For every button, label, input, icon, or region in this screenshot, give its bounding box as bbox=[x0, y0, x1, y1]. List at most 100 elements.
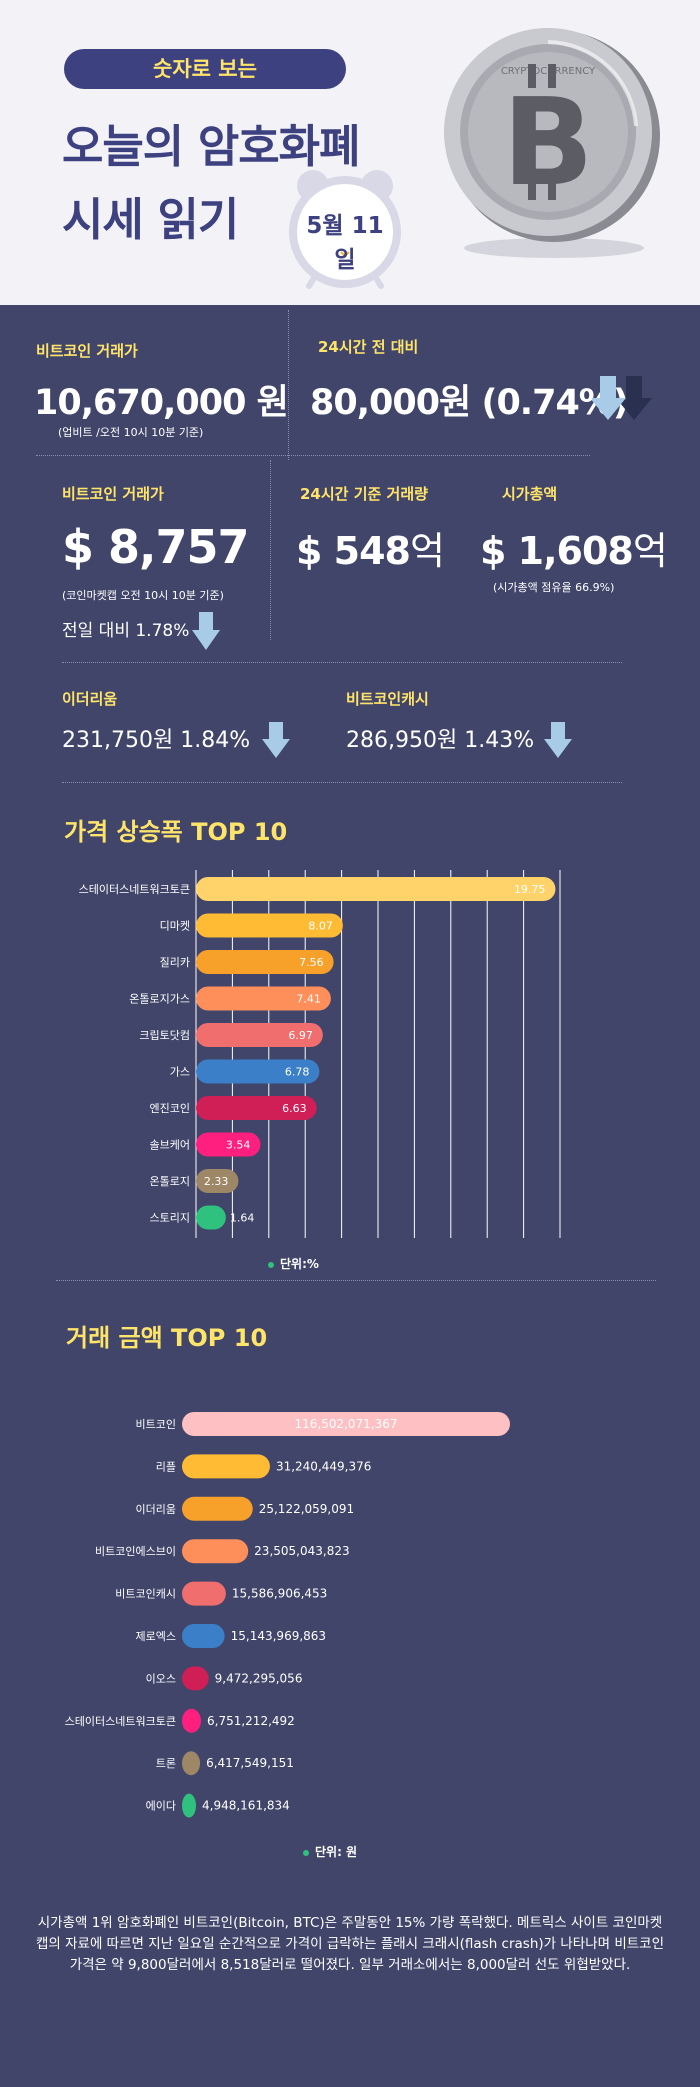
category-label: 리플 bbox=[156, 1460, 176, 1473]
bch-label: 비트코인캐시 bbox=[346, 690, 429, 708]
bar bbox=[182, 1751, 201, 1776]
category-label: 이오스 bbox=[146, 1672, 176, 1685]
value-label: 6,751,212,492 bbox=[207, 1714, 295, 1728]
bar bbox=[196, 950, 334, 974]
bar bbox=[196, 877, 556, 901]
market-cap-note: (시가총액 점유율 66.9%) bbox=[493, 581, 615, 594]
bar bbox=[182, 1624, 225, 1648]
btc-krw-label: 비트코인 거래가 bbox=[36, 342, 138, 360]
btc-krw-value: 10,670,000 원 bbox=[34, 383, 289, 423]
eth-label: 이더리움 bbox=[62, 690, 118, 708]
bar bbox=[182, 1708, 202, 1733]
value-label: 2.33 bbox=[204, 1175, 229, 1188]
chart-2-title: 거래 금액 TOP 10 bbox=[66, 1324, 268, 1352]
btc-usd-note: (코인마켓캡 오전 10시 10분 기준) bbox=[62, 589, 224, 602]
bar bbox=[196, 1096, 317, 1120]
value-label: 6,417,549,151 bbox=[206, 1756, 294, 1770]
value-label: 15,143,969,863 bbox=[231, 1629, 326, 1643]
category-label: 이더리움 bbox=[136, 1503, 176, 1516]
divider bbox=[270, 460, 271, 640]
change-24h-label: 24시간 전 대비 bbox=[318, 338, 419, 356]
headline-line-1: 오늘의 암호화폐 bbox=[62, 120, 360, 173]
headline-line-2: 시세 읽기 bbox=[62, 193, 239, 246]
category-label: 엔진코인 bbox=[150, 1102, 190, 1115]
category-label: 비트코인캐시 bbox=[115, 1588, 176, 1601]
value-label: 116,502,071,367 bbox=[294, 1417, 397, 1431]
alarm-clock-icon bbox=[289, 170, 401, 289]
market-cap-value: $ 1,608억 bbox=[480, 529, 668, 573]
divider bbox=[36, 455, 590, 456]
value-label: 6.78 bbox=[285, 1066, 310, 1079]
bitcoin-coin-icon: CRYPTOCURRENCY B bbox=[444, 28, 660, 258]
category-label: 디마켓 bbox=[160, 920, 190, 933]
volume-value: $ 548억 bbox=[296, 529, 445, 573]
category-label: 비트코인에스브이 bbox=[95, 1545, 176, 1558]
value-label: 19.75 bbox=[514, 883, 546, 896]
category-label: 가스 bbox=[170, 1066, 190, 1079]
volume-label: 24시간 기준 거래량 bbox=[300, 485, 428, 503]
trade-volume-chart: 비트코인 116,502,071,367 리플 31,240,449,376 이더리움 2… bbox=[65, 1412, 510, 1818]
bar bbox=[196, 1023, 323, 1047]
category-label: 비트코인 bbox=[136, 1418, 176, 1431]
bar bbox=[182, 1581, 226, 1606]
value-label: 31,240,449,376 bbox=[276, 1459, 371, 1473]
bar bbox=[196, 1169, 239, 1193]
bar bbox=[182, 1793, 196, 1818]
header-pill: 숫자로 보는 bbox=[64, 49, 346, 89]
legend-dot bbox=[303, 1849, 309, 1856]
bar bbox=[182, 1454, 270, 1479]
bar bbox=[196, 1205, 226, 1230]
value-label: 7.41 bbox=[296, 993, 321, 1006]
divider bbox=[56, 1280, 656, 1281]
divider bbox=[62, 662, 622, 663]
category-label: 온톨로지 bbox=[150, 1175, 190, 1188]
market-cap-label: 시가총액 bbox=[502, 485, 558, 503]
category-label: 스토리지 bbox=[150, 1212, 190, 1225]
eth-value: 231,750원 1.84% bbox=[62, 728, 251, 753]
footer-text: 시가총액 1위 암호화폐인 비트코인(Bitcoin, BTC)은 주말동안 1… bbox=[35, 1915, 665, 1973]
value-label: 23,505,043,823 bbox=[254, 1544, 349, 1558]
bar bbox=[182, 1496, 253, 1521]
category-label: 트론 bbox=[156, 1757, 176, 1770]
category-label: 질리카 bbox=[160, 956, 190, 969]
value-label: 25,122,059,091 bbox=[259, 1502, 354, 1516]
date-label: 5월 11일 bbox=[306, 213, 384, 273]
btc-usd-label: 비트코인 거래가 bbox=[62, 485, 164, 503]
bar bbox=[182, 1539, 249, 1564]
category-label: 스테이터스네트워크토큰 bbox=[65, 1715, 176, 1728]
value-label: 6.63 bbox=[282, 1102, 307, 1115]
down-arrow-icon bbox=[192, 612, 220, 650]
value-label: 4,948,161,834 bbox=[202, 1799, 290, 1813]
chart-1-title: 가격 상승폭 TOP 10 bbox=[64, 818, 288, 846]
value-label: 7.56 bbox=[299, 956, 324, 969]
category-label: 크립토닷컴 bbox=[139, 1029, 190, 1042]
category-label: 온톨로지가스 bbox=[129, 993, 190, 1006]
value-label: 15,586,906,453 bbox=[232, 1587, 327, 1601]
bch-value: 286,950원 1.43% bbox=[346, 728, 535, 753]
change-24h-value: 80,000원 (0.74%) bbox=[310, 383, 629, 423]
bar bbox=[196, 1059, 320, 1084]
bar bbox=[196, 913, 343, 938]
chart-2-unit: 단위: 원 bbox=[303, 1843, 357, 1860]
header: 숫자로 보는 오늘의 암호화폐 시세 읽기 5월 11일 CRYPTOCURRE… bbox=[0, 0, 700, 305]
down-arrow-icon bbox=[262, 722, 290, 758]
btc-usd-change: 전일 대비 1.78% bbox=[62, 621, 190, 641]
bar bbox=[182, 1666, 209, 1691]
btc-usd-value: $ 8,757 bbox=[62, 520, 250, 574]
chart-1-unit: 단위:% bbox=[268, 1255, 319, 1272]
down-arrows-icon bbox=[592, 376, 652, 420]
category-label: 제로엑스 bbox=[136, 1630, 176, 1643]
value-label: 6.97 bbox=[288, 1029, 313, 1042]
divider bbox=[288, 310, 289, 460]
down-arrow-icon bbox=[544, 722, 572, 758]
bar bbox=[196, 986, 331, 1011]
value-label: 3.54 bbox=[226, 1139, 251, 1152]
divider bbox=[62, 782, 622, 783]
value-label: 9,472,295,056 bbox=[215, 1671, 303, 1685]
btc-krw-note: (업비트 /오전 10시 10분 기준) bbox=[58, 426, 204, 439]
category-label: 스테이터스네트워크토큰 bbox=[79, 883, 190, 896]
category-label: 솔브케어 bbox=[150, 1139, 190, 1152]
bar bbox=[182, 1412, 510, 1436]
